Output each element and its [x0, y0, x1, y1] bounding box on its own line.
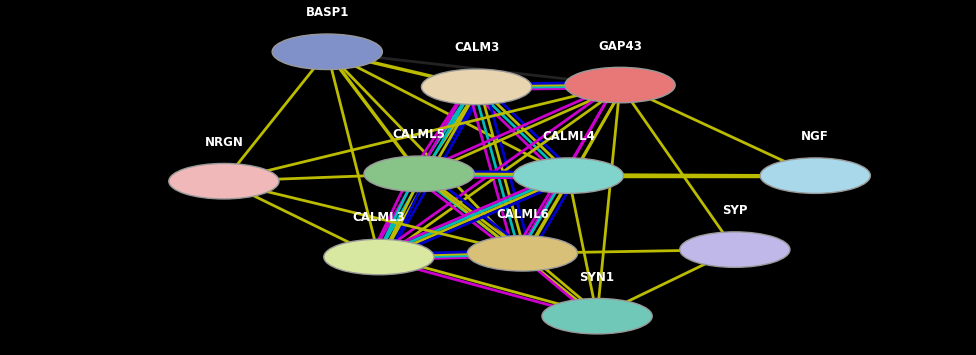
Circle shape	[542, 299, 652, 334]
Text: CALML6: CALML6	[496, 208, 549, 221]
Text: CALML3: CALML3	[352, 212, 405, 224]
Circle shape	[679, 232, 790, 267]
Text: CALM3: CALM3	[454, 42, 499, 54]
Circle shape	[565, 67, 675, 103]
Circle shape	[272, 34, 383, 70]
Text: SYN1: SYN1	[580, 271, 615, 284]
Circle shape	[324, 239, 434, 275]
Circle shape	[169, 163, 279, 199]
Circle shape	[364, 156, 474, 192]
Circle shape	[760, 158, 871, 193]
Text: NGF: NGF	[801, 130, 830, 143]
Text: SYP: SYP	[722, 204, 748, 217]
Circle shape	[468, 236, 578, 271]
Circle shape	[513, 158, 624, 193]
Text: GAP43: GAP43	[598, 39, 642, 53]
Text: NRGN: NRGN	[204, 136, 243, 149]
Text: CALML5: CALML5	[392, 128, 445, 141]
Text: BASP1: BASP1	[305, 6, 349, 19]
Circle shape	[422, 69, 532, 105]
Text: CALML4: CALML4	[542, 130, 594, 143]
